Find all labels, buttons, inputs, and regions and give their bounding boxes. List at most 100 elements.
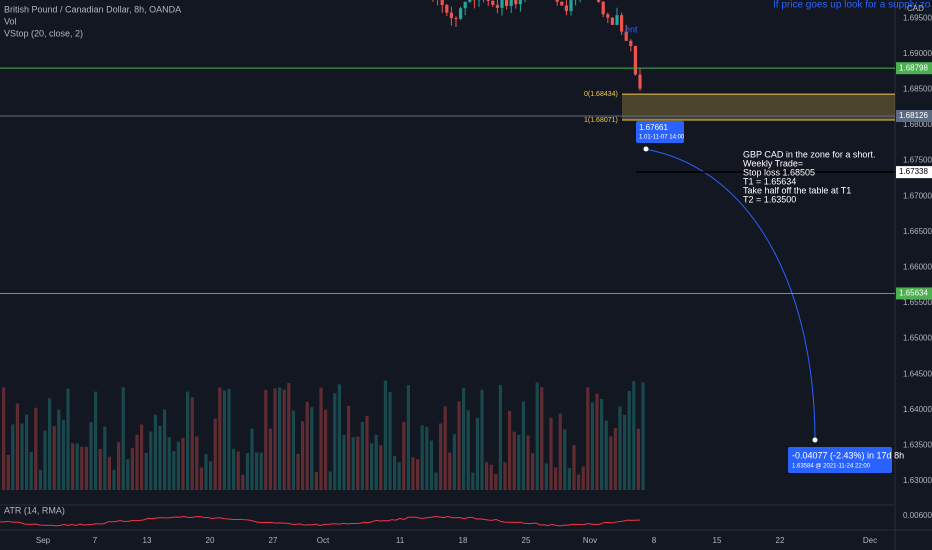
candle-body xyxy=(564,5,568,12)
time-label: Sep xyxy=(36,536,51,545)
annotation-line: GBP CAD in the zone for a short. xyxy=(743,149,875,159)
symbol-title: British Pound / Canadian Dollar, 8h, OAN… xyxy=(4,4,181,14)
level-badge xyxy=(896,287,932,300)
volume-bar xyxy=(489,464,493,490)
volume-bar xyxy=(61,420,65,490)
volume-bar xyxy=(623,414,627,490)
volume-bar xyxy=(38,469,42,490)
candle-body xyxy=(638,74,642,89)
price-label: 1.65500 xyxy=(903,298,932,307)
volume-bar xyxy=(153,414,157,490)
level-badge xyxy=(896,62,932,75)
volume-bar xyxy=(498,385,502,490)
volume-bar xyxy=(250,428,254,490)
volume-bar xyxy=(526,435,530,490)
volume-bar xyxy=(342,435,346,490)
candle-body xyxy=(440,0,444,5)
volume-bar xyxy=(43,430,47,490)
annotation-line: T2 = 1.63500 xyxy=(743,194,796,204)
volume-bar xyxy=(71,443,75,490)
currency: CAD xyxy=(907,4,924,13)
volume-bar xyxy=(80,446,84,490)
volume-bar xyxy=(508,410,512,490)
volume-bar xyxy=(333,393,337,490)
time-label: 22 xyxy=(776,536,785,545)
candle-body xyxy=(459,8,463,19)
volume-bar xyxy=(328,471,332,490)
candle-body xyxy=(514,0,518,5)
level-badge xyxy=(896,166,932,179)
volume-bar xyxy=(439,423,443,490)
volume-bar xyxy=(604,420,608,490)
price-label: 1.68000 xyxy=(903,120,932,129)
volume-bar xyxy=(356,436,360,490)
time-label: 18 xyxy=(459,536,468,545)
measure-target: 1.63584 @ 2021-11-24 22:00 xyxy=(792,464,871,470)
volume-bar xyxy=(558,413,562,490)
volume-bar xyxy=(567,467,571,490)
volume-bar xyxy=(443,406,447,490)
annotation-line: Weekly Trade= xyxy=(743,158,803,168)
level-label: 1.67338 xyxy=(899,167,928,176)
candle-body xyxy=(601,1,605,15)
volume-bar xyxy=(365,415,369,490)
candle-body xyxy=(509,0,513,7)
volume-bar xyxy=(324,409,328,490)
volume-bar xyxy=(420,425,424,490)
volume-bar xyxy=(512,431,516,490)
atr-line xyxy=(0,515,641,527)
volume-bar xyxy=(452,434,456,490)
volume-bar xyxy=(264,390,268,490)
tooltip-box xyxy=(636,121,684,143)
entry-tag: ent xyxy=(625,24,638,34)
volume-bar xyxy=(94,391,98,490)
volume-bar xyxy=(379,445,383,490)
volume-bar xyxy=(167,437,171,490)
volume-bar xyxy=(20,423,24,490)
candle-body xyxy=(491,0,495,5)
volume-bar xyxy=(117,442,121,490)
projection-arc xyxy=(644,148,816,441)
candle-body xyxy=(454,18,458,20)
volume-bar xyxy=(531,453,535,490)
volume-bar xyxy=(130,448,134,490)
candle-body xyxy=(597,0,601,2)
candle-body xyxy=(449,12,453,19)
price-label: 1.64500 xyxy=(903,369,932,378)
arc-start xyxy=(643,146,649,152)
volume-bar xyxy=(383,380,387,490)
candle-body xyxy=(445,4,449,13)
volume-bar xyxy=(572,445,576,490)
volume-bar xyxy=(586,387,590,490)
volume-bar xyxy=(195,436,199,490)
price-label: 1.66500 xyxy=(903,227,932,236)
candle-body xyxy=(560,1,564,6)
volume-bar xyxy=(176,441,180,490)
candles xyxy=(0,0,645,527)
level-label: 1.68126 xyxy=(899,111,928,120)
volume-bar xyxy=(466,410,470,490)
candle-body xyxy=(468,0,472,2)
candle-body xyxy=(606,14,610,18)
volume-bar xyxy=(11,424,15,490)
volume-bar xyxy=(29,452,33,490)
time-label: Dec xyxy=(863,536,877,545)
time-label: 11 xyxy=(396,536,405,545)
price-label: 1.69500 xyxy=(903,13,932,22)
volume-bar xyxy=(52,426,56,490)
candle-body xyxy=(518,0,522,5)
volume-bar xyxy=(107,456,111,490)
price-label: 1.66000 xyxy=(903,263,932,272)
volume-bar xyxy=(296,453,300,490)
volume-bar xyxy=(462,388,466,490)
volume-bar xyxy=(471,472,475,490)
annotation-line: Take half off the table at T1 xyxy=(743,185,851,195)
volume-bar xyxy=(370,443,374,490)
candle-body xyxy=(620,15,624,32)
candle-body xyxy=(624,31,628,41)
volume-bar xyxy=(448,452,452,490)
volume-bar xyxy=(259,452,263,490)
volume-bar xyxy=(57,409,61,490)
volume-bar xyxy=(351,437,355,490)
